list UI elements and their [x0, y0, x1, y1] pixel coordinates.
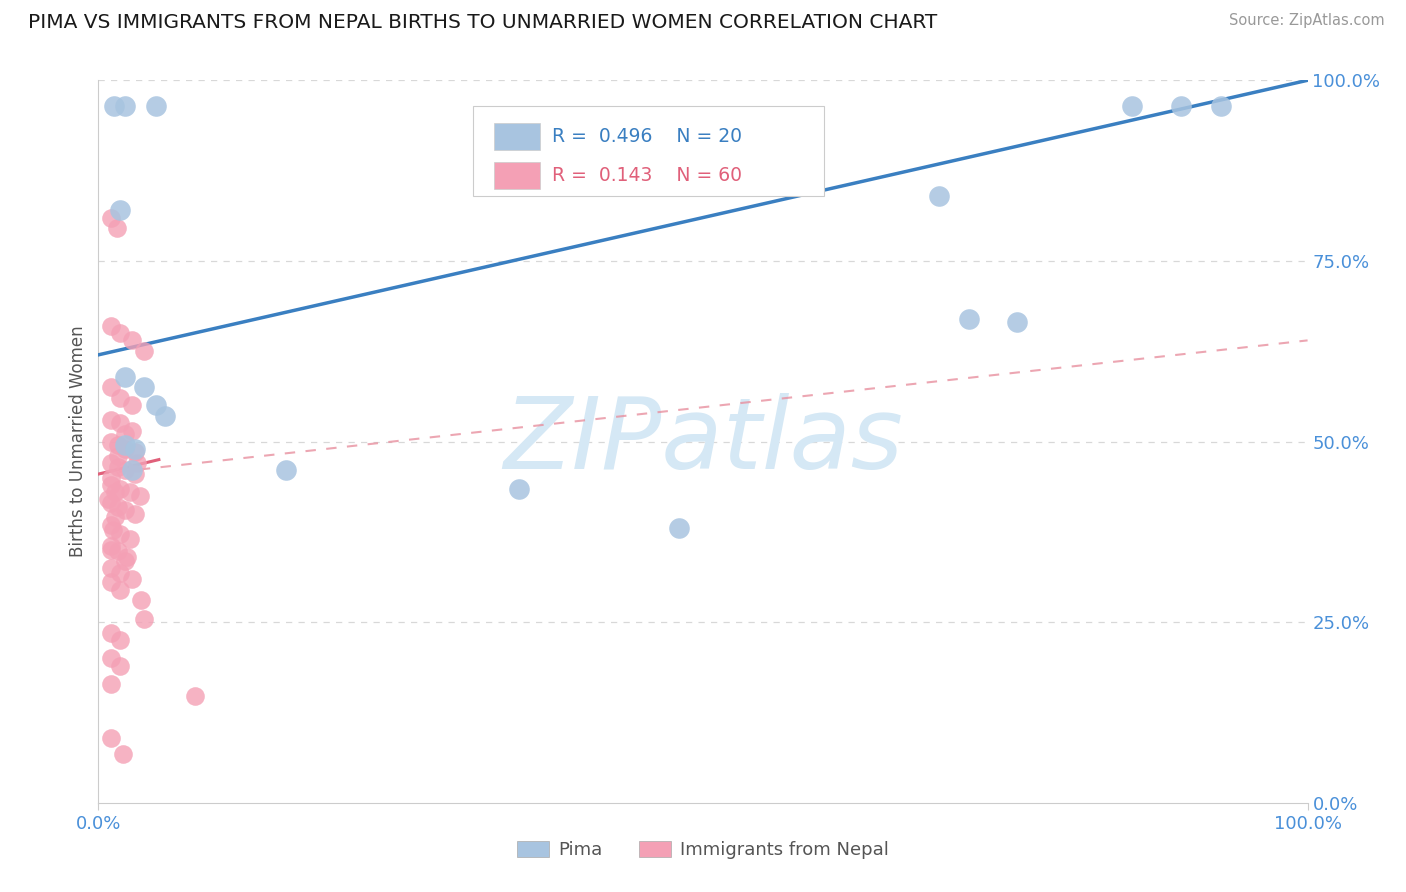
Point: [121, 334, 143, 348]
Point: [100, 731, 122, 745]
Point: [1209, 98, 1232, 112]
Point: [111, 747, 134, 761]
Point: [100, 542, 122, 557]
Text: R =  0.496    N = 20: R = 0.496 N = 20: [551, 128, 742, 146]
Point: [153, 409, 176, 424]
Point: [107, 544, 129, 558]
Point: [100, 539, 122, 553]
FancyBboxPatch shape: [474, 105, 824, 196]
Point: [105, 221, 128, 235]
Point: [100, 456, 122, 470]
Point: [108, 417, 131, 431]
Point: [101, 523, 124, 537]
Point: [957, 311, 980, 326]
Point: [107, 459, 129, 474]
Text: PIMA VS IMMIGRANTS FROM NEPAL BIRTHS TO UNMARRIED WOMEN CORRELATION CHART: PIMA VS IMMIGRANTS FROM NEPAL BIRTHS TO …: [28, 13, 938, 32]
Point: [107, 449, 129, 463]
Point: [100, 478, 122, 492]
Text: Source: ZipAtlas.com: Source: ZipAtlas.com: [1229, 13, 1385, 29]
Point: [114, 503, 136, 517]
Point: [124, 467, 146, 481]
Bar: [494, 162, 540, 189]
Text: ZIPatlas: ZIPatlas: [503, 393, 903, 490]
Point: [145, 98, 167, 112]
Point: [114, 554, 136, 568]
Point: [114, 438, 136, 452]
Point: [134, 611, 156, 625]
Point: [104, 510, 127, 524]
Point: [114, 442, 136, 456]
Point: [668, 521, 690, 535]
Point: [127, 456, 149, 470]
Point: [274, 463, 297, 477]
Point: [1007, 315, 1029, 329]
Point: [121, 398, 143, 412]
Point: [134, 380, 156, 394]
Point: [1121, 98, 1143, 112]
Point: [107, 438, 129, 452]
Point: [100, 517, 122, 532]
Point: [100, 434, 122, 449]
Point: [108, 391, 131, 405]
Point: [124, 507, 146, 521]
Point: [100, 211, 122, 225]
Bar: [494, 123, 540, 151]
Point: [108, 326, 131, 340]
Point: [928, 189, 950, 203]
Point: [117, 550, 139, 565]
Point: [184, 689, 207, 703]
Point: [100, 575, 122, 590]
Point: [107, 500, 129, 514]
Point: [108, 482, 131, 496]
Point: [121, 424, 143, 438]
Point: [100, 380, 122, 394]
Point: [508, 482, 530, 496]
Point: [100, 626, 122, 640]
Point: [114, 369, 136, 384]
Point: [114, 98, 136, 112]
Y-axis label: Births to Unmarried Women: Births to Unmarried Women: [69, 326, 87, 558]
Point: [104, 485, 127, 500]
Point: [108, 527, 131, 541]
Point: [121, 463, 143, 477]
Point: [108, 658, 131, 673]
Point: [97, 492, 120, 507]
Point: [121, 572, 143, 586]
Text: R =  0.143    N = 60: R = 0.143 N = 60: [551, 166, 742, 186]
Point: [100, 561, 122, 575]
Point: [108, 203, 131, 218]
Point: [128, 489, 150, 503]
Point: [103, 98, 125, 112]
Point: [114, 427, 136, 442]
Point: [100, 470, 122, 484]
Point: [129, 593, 152, 607]
Point: [1170, 98, 1192, 112]
Legend: Pima, Immigrants from Nepal: Pima, Immigrants from Nepal: [509, 833, 897, 866]
Point: [100, 413, 122, 427]
Point: [124, 445, 146, 459]
Point: [100, 496, 122, 510]
Point: [134, 344, 156, 359]
Point: [145, 398, 167, 412]
Point: [124, 442, 146, 456]
Point: [118, 485, 141, 500]
Point: [114, 463, 136, 477]
Point: [108, 633, 131, 648]
Point: [108, 566, 131, 580]
Point: [100, 676, 122, 690]
Point: [108, 582, 131, 597]
Point: [118, 532, 141, 546]
Point: [100, 318, 122, 333]
Point: [100, 651, 122, 665]
